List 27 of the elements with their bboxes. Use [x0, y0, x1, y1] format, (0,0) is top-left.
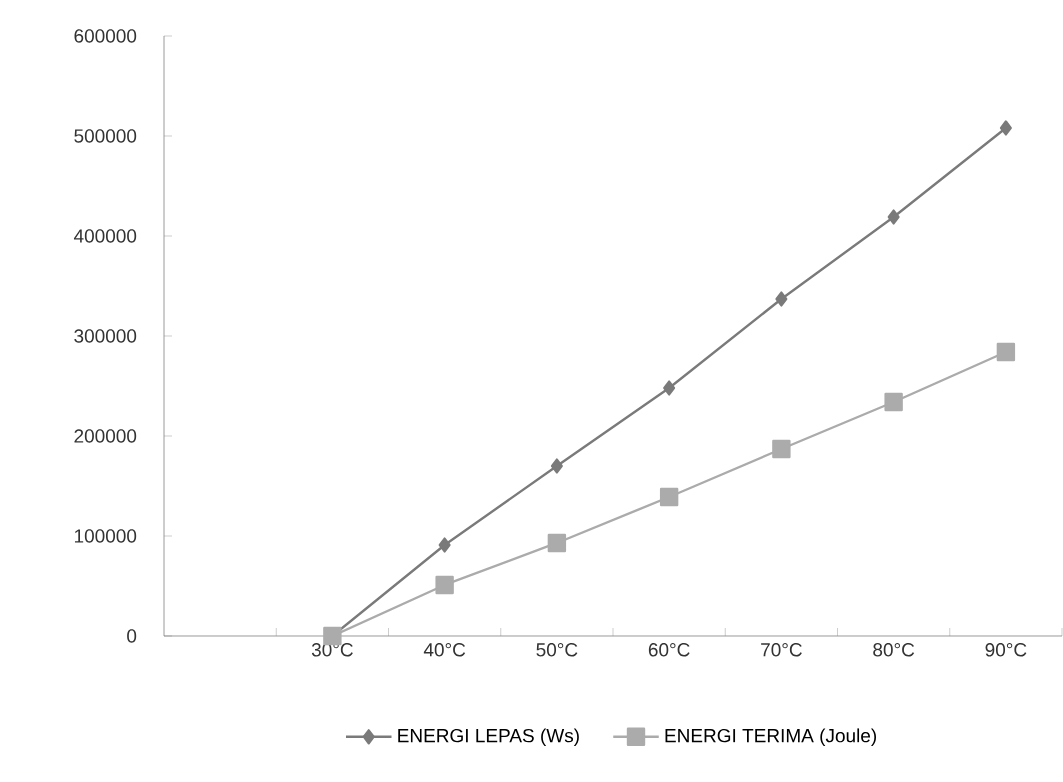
- point: [663, 380, 676, 396]
- x-tick-label: 60°C: [648, 643, 690, 657]
- point: [884, 392, 903, 412]
- x-tick-label: 80°C: [873, 643, 915, 657]
- point: [438, 537, 451, 553]
- y-tick-label: 300000: [74, 329, 137, 343]
- y-tick-label: 0: [127, 629, 137, 643]
- x-tick-label: 90°C: [985, 643, 1027, 657]
- x-tick-label: 40°C: [423, 643, 466, 657]
- point: [775, 291, 788, 307]
- point: [999, 120, 1012, 136]
- x-tick-label: 50°C: [536, 643, 578, 657]
- point: [887, 209, 900, 225]
- point: [547, 533, 567, 553]
- y-tick-label: 600000: [74, 29, 137, 43]
- point: [772, 439, 791, 459]
- x-tick-label: 70°C: [761, 643, 802, 657]
- y-tick-label: 500000: [74, 129, 137, 143]
- point: [659, 487, 679, 507]
- y-tick-label: 200000: [74, 429, 137, 443]
- point: [996, 342, 1016, 362]
- legend-label: ENERGI TERIMA (Joule): [665, 728, 877, 747]
- legend-label: ENERGI LEPAS (Ws): [398, 728, 579, 747]
- point: [435, 575, 454, 595]
- point: [550, 458, 563, 474]
- y-tick-label: 100000: [74, 529, 137, 543]
- y-tick-label: 400000: [73, 229, 137, 243]
